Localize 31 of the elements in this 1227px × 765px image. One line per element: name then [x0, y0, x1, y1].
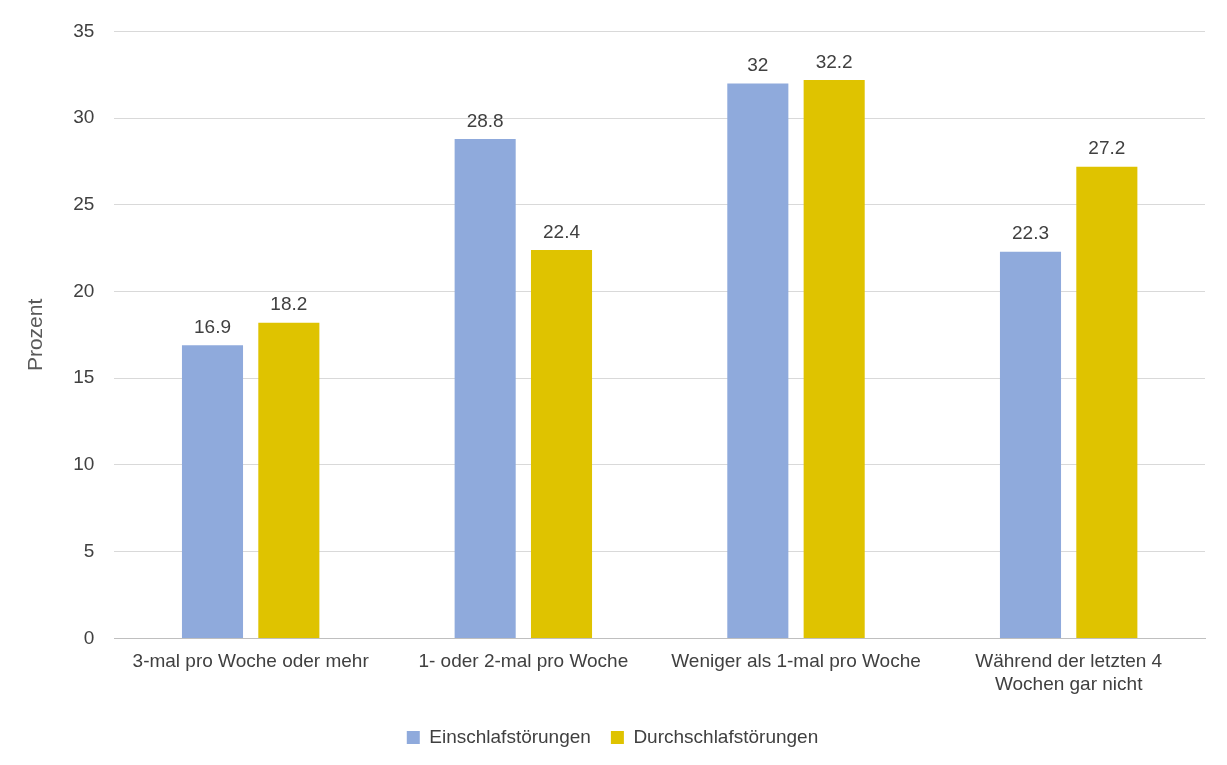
- x-tick-label: Weniger als 1-mal pro Woche: [671, 650, 921, 672]
- bar: [181, 345, 244, 638]
- y-tick-label: 15: [73, 366, 95, 388]
- data-label: 18.2: [270, 293, 308, 315]
- data-label: 27.2: [1088, 137, 1126, 159]
- y-axis-title: Prozent: [23, 298, 47, 372]
- bar: [258, 322, 320, 638]
- data-label: 32: [747, 54, 769, 76]
- x-tick-label: 1- oder 2-mal pro Woche: [418, 650, 629, 672]
- legend-label: Einschlafstörungen: [429, 725, 591, 747]
- y-tick-label: 20: [73, 279, 95, 301]
- bar: [530, 249, 593, 638]
- data-label: 16.9: [194, 316, 231, 338]
- data-label: 22.4: [543, 220, 581, 242]
- y-tick-label: 5: [83, 539, 95, 561]
- x-tick-label: 3-mal pro Woche oder mehr: [132, 650, 370, 672]
- y-tick-label: 35: [73, 19, 95, 41]
- x-tick-label: Während der letzten 4 Wochen gar nicht: [975, 650, 1163, 694]
- bar: [803, 79, 865, 638]
- legend-label: Durchschlafstörungen: [633, 725, 819, 747]
- bar: [999, 251, 1062, 638]
- y-tick-label: 0: [83, 626, 95, 648]
- bar: [727, 83, 789, 638]
- data-label: 32.2: [815, 50, 853, 72]
- y-tick-label: 10: [73, 453, 95, 475]
- y-tick-label: 30: [73, 106, 95, 128]
- data-label: 28.8: [466, 109, 504, 131]
- bar: [1076, 166, 1138, 638]
- data-label: 22.3: [1012, 222, 1049, 244]
- bar: [454, 138, 516, 638]
- y-tick-label: 25: [73, 193, 95, 215]
